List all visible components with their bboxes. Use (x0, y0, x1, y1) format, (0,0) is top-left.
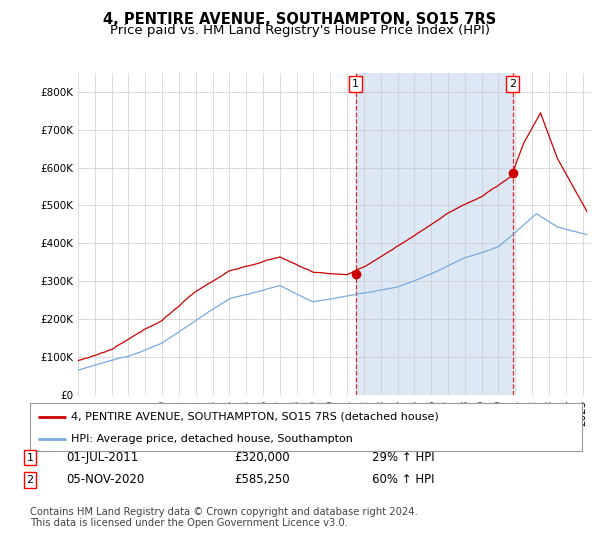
Text: 2: 2 (509, 79, 516, 89)
Text: 29% ↑ HPI: 29% ↑ HPI (372, 451, 434, 464)
Text: 1: 1 (26, 452, 34, 463)
Text: Price paid vs. HM Land Registry's House Price Index (HPI): Price paid vs. HM Land Registry's House … (110, 24, 490, 36)
Text: 60% ↑ HPI: 60% ↑ HPI (372, 473, 434, 487)
Text: Contains HM Land Registry data © Crown copyright and database right 2024.
This d: Contains HM Land Registry data © Crown c… (30, 507, 418, 529)
Text: £320,000: £320,000 (234, 451, 290, 464)
Text: 1: 1 (352, 79, 359, 89)
Text: £585,250: £585,250 (234, 473, 290, 487)
Bar (356, 73, 512, 395)
Text: 2: 2 (26, 475, 34, 485)
Text: 05-NOV-2020: 05-NOV-2020 (66, 473, 144, 487)
Text: 01-JUL-2011: 01-JUL-2011 (66, 451, 138, 464)
Text: HPI: Average price, detached house, Southampton: HPI: Average price, detached house, Sout… (71, 434, 353, 444)
Text: 4, PENTIRE AVENUE, SOUTHAMPTON, SO15 7RS (detached house): 4, PENTIRE AVENUE, SOUTHAMPTON, SO15 7RS… (71, 412, 439, 422)
Text: 4, PENTIRE AVENUE, SOUTHAMPTON, SO15 7RS: 4, PENTIRE AVENUE, SOUTHAMPTON, SO15 7RS (103, 12, 497, 27)
